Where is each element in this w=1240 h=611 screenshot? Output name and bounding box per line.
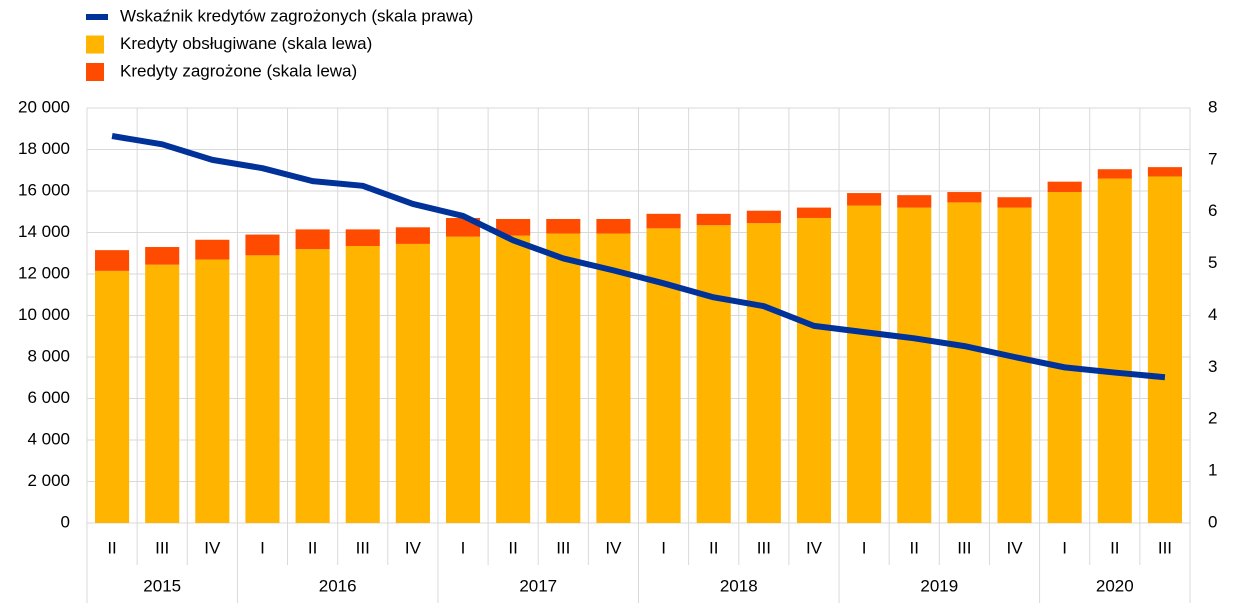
y2-tick-label: 0 — [1208, 512, 1217, 531]
y2-tick-label: 5 — [1208, 253, 1217, 272]
bar — [245, 255, 280, 523]
y-tick-label: 6 000 — [27, 388, 70, 407]
bar — [1147, 176, 1182, 523]
year-label: 2016 — [319, 576, 357, 595]
bar — [847, 193, 882, 206]
x-tick-label: IV — [1006, 538, 1023, 557]
bar — [646, 213, 681, 229]
x-tick-label: IV — [605, 538, 622, 557]
bar — [1097, 178, 1132, 524]
bar — [897, 207, 932, 523]
y-tick-label: 4 000 — [27, 429, 70, 448]
legend-swatch — [86, 63, 104, 81]
x-tick-label: II — [308, 538, 317, 557]
bar — [496, 219, 531, 236]
x-tick-label: I — [862, 538, 867, 557]
bar — [95, 250, 130, 271]
bar — [847, 205, 882, 523]
bar — [546, 219, 581, 234]
x-tick-label: IV — [204, 538, 221, 557]
x-tick-label: III — [957, 538, 971, 557]
y2-tick-label: 4 — [1208, 305, 1217, 324]
y-tick-label: 20 000 — [18, 97, 70, 116]
bar — [947, 202, 982, 523]
bar — [897, 195, 932, 208]
y2-tick-label: 2 — [1208, 409, 1217, 428]
x-tick-label: I — [260, 538, 265, 557]
bar — [395, 227, 430, 244]
year-label: 2018 — [720, 576, 758, 595]
bar — [245, 234, 280, 256]
year-label: 2020 — [1096, 576, 1134, 595]
bar — [696, 213, 731, 226]
bar — [345, 229, 380, 246]
x-tick-label: IV — [806, 538, 823, 557]
y-tick-label: 10 000 — [18, 305, 70, 324]
y-tick-label: 8 000 — [27, 346, 70, 365]
bar — [295, 249, 330, 523]
x-tick-label: II — [1110, 538, 1119, 557]
x-tick-label: II — [709, 538, 718, 557]
y-tick-label: 16 000 — [18, 180, 70, 199]
bar — [395, 243, 430, 523]
year-label: 2019 — [920, 576, 958, 595]
bar — [295, 229, 330, 250]
bar — [997, 207, 1032, 523]
bar — [1047, 192, 1082, 523]
y-tick-label: 12 000 — [18, 263, 70, 282]
bar — [195, 239, 230, 260]
y2-tick-label: 7 — [1208, 149, 1217, 168]
bar — [746, 223, 781, 523]
bar — [145, 247, 180, 265]
legend-swatch — [86, 35, 104, 54]
bar — [796, 217, 832, 523]
y2-tick-label: 1 — [1208, 461, 1217, 480]
x-tick-label: I — [661, 538, 666, 557]
x-tick-label: I — [461, 538, 466, 557]
legend-label: Kredyty zagrożone (skala lewa) — [120, 61, 357, 80]
x-tick-label: II — [910, 538, 919, 557]
y-tick-label: 14 000 — [18, 222, 70, 241]
bar — [546, 233, 581, 523]
x-tick-label: III — [556, 538, 570, 557]
bar — [696, 225, 731, 524]
year-label: 2015 — [143, 576, 181, 595]
bar — [195, 259, 230, 523]
y2-tick-label: 8 — [1208, 97, 1217, 116]
y2-tick-label: 6 — [1208, 201, 1217, 220]
bar — [496, 235, 531, 524]
legend-label: Wskaźnik kredytów zagrożonych (skala pra… — [120, 6, 473, 25]
x-tick-label: III — [155, 538, 169, 557]
line — [111, 133, 1166, 381]
x-tick-label: III — [1158, 538, 1172, 557]
bar — [947, 192, 982, 203]
y-tick-label: 18 000 — [18, 139, 70, 158]
bar — [1147, 167, 1182, 177]
bar — [345, 245, 380, 524]
year-label: 2017 — [519, 576, 557, 595]
legend-label: Kredyty obsługiwane (skala lewa) — [120, 34, 372, 53]
x-tick-label: III — [757, 538, 771, 557]
bar — [997, 197, 1032, 208]
bar — [95, 270, 130, 523]
bar — [1047, 181, 1082, 193]
y-tick-label: 2 000 — [27, 471, 70, 490]
x-tick-label: III — [356, 538, 370, 557]
bar — [596, 219, 631, 234]
bar — [1097, 169, 1132, 179]
x-tick-label: II — [508, 538, 517, 557]
bar — [796, 207, 832, 218]
bar — [596, 233, 631, 523]
y2-tick-label: 3 — [1208, 357, 1217, 376]
y-tick-label: 0 — [61, 512, 70, 531]
bar — [646, 228, 681, 523]
bar — [145, 264, 180, 523]
x-tick-label: II — [107, 538, 116, 557]
bar — [746, 210, 781, 224]
legend-swatch — [86, 14, 108, 20]
x-tick-label: I — [1062, 538, 1067, 557]
x-tick-label: IV — [405, 538, 422, 557]
bar — [445, 236, 481, 523]
